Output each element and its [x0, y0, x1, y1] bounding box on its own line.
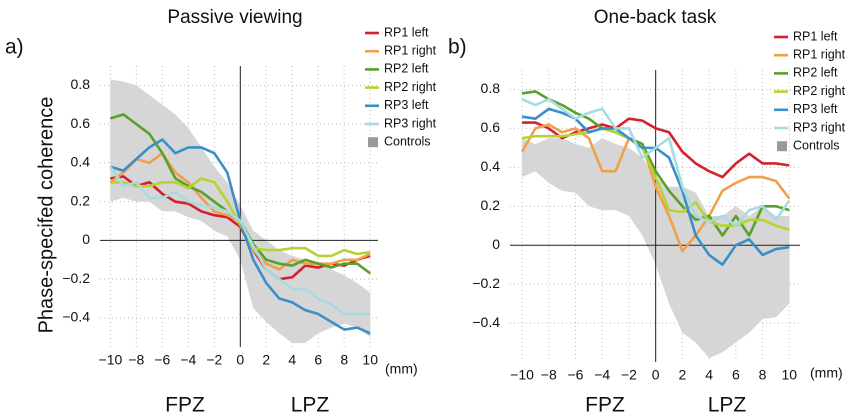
legend-label: RP2 left — [793, 66, 838, 80]
legend-label: RP3 right — [384, 116, 437, 130]
y-tick-label: 0.2 — [481, 197, 501, 213]
y-tick-label: 0.4 — [481, 158, 501, 174]
x-tick-label: 10 — [782, 367, 798, 383]
x-tick-label: 6 — [314, 352, 322, 368]
region-label: LPZ — [708, 394, 747, 417]
legend-label: RP2 right — [793, 84, 846, 98]
y-tick-label: 0.4 — [71, 154, 91, 170]
y-tick-label: 0 — [492, 236, 500, 252]
chart-title: Passive viewing — [167, 7, 302, 28]
x-unit: (mm) — [810, 365, 843, 381]
x-tick-label: −4 — [594, 367, 610, 383]
x-tick-label: −8 — [541, 367, 557, 383]
x-tick-label: 0 — [652, 367, 660, 383]
y-tick-label: 0 — [82, 231, 90, 247]
y-tick-label: 0.6 — [71, 115, 91, 131]
series-line — [521, 97, 791, 228]
x-tick-label: −6 — [567, 367, 583, 383]
y-tick-label: 0.2 — [71, 192, 91, 208]
y-tick-label: −0.2 — [472, 275, 500, 291]
panel-label: b) — [448, 36, 467, 59]
region-label: LPZ — [291, 394, 330, 417]
x-tick-label: −10 — [510, 367, 534, 383]
legend-label: Controls — [793, 138, 840, 152]
y-axis-label: Phase-specifed coherence — [35, 97, 57, 334]
legend-label: RP1 right — [384, 43, 437, 57]
series-line — [520, 123, 791, 253]
x-tick-label: −2 — [621, 367, 637, 383]
chart-title: One-back task — [594, 7, 717, 28]
legend-label: RP1 left — [384, 25, 429, 39]
y-tick-label: 0.6 — [481, 119, 501, 135]
y-tick-label: −0.4 — [472, 314, 500, 330]
y-tick-label: −0.4 — [62, 309, 90, 325]
region-label: FPZ — [585, 394, 625, 417]
x-tick-label: 4 — [288, 352, 296, 368]
x-tick-label: 6 — [732, 367, 740, 383]
x-tick-label: 2 — [262, 352, 270, 368]
legend-label: RP1 left — [793, 29, 838, 43]
x-tick-label: −8 — [128, 352, 144, 368]
series-line — [109, 166, 371, 316]
legend-swatch — [777, 141, 787, 152]
legend-label: Controls — [384, 134, 431, 148]
y-tick-label: 0.8 — [481, 80, 501, 96]
panel-label: a) — [5, 36, 24, 59]
x-tick-label: 8 — [759, 367, 767, 383]
legend-label: RP3 left — [793, 102, 838, 116]
x-tick-label: 0 — [236, 352, 244, 368]
x-tick-label: −10 — [99, 352, 123, 368]
x-tick-label: −4 — [180, 352, 196, 368]
x-tick-label: 4 — [705, 367, 713, 383]
y-tick-label: −0.2 — [62, 270, 90, 286]
legend-label: RP2 right — [384, 80, 437, 94]
x-tick-label: 2 — [678, 367, 686, 383]
legend-label: RP3 left — [384, 98, 429, 112]
y-tick-label: 0.8 — [71, 76, 91, 92]
series-line — [521, 90, 790, 237]
series-line — [521, 127, 790, 231]
region-label: FPZ — [165, 394, 205, 417]
legend-label: RP1 right — [793, 47, 846, 61]
x-unit: (mm) — [385, 361, 418, 377]
x-tick-label: −2 — [206, 352, 222, 368]
x-tick-label: 8 — [340, 352, 348, 368]
x-tick-label: −6 — [154, 352, 170, 368]
legend-label: RP2 left — [384, 62, 429, 76]
x-tick-label: 10 — [362, 352, 378, 368]
legend-swatch — [368, 137, 378, 148]
legend-label: RP3 right — [793, 120, 846, 134]
